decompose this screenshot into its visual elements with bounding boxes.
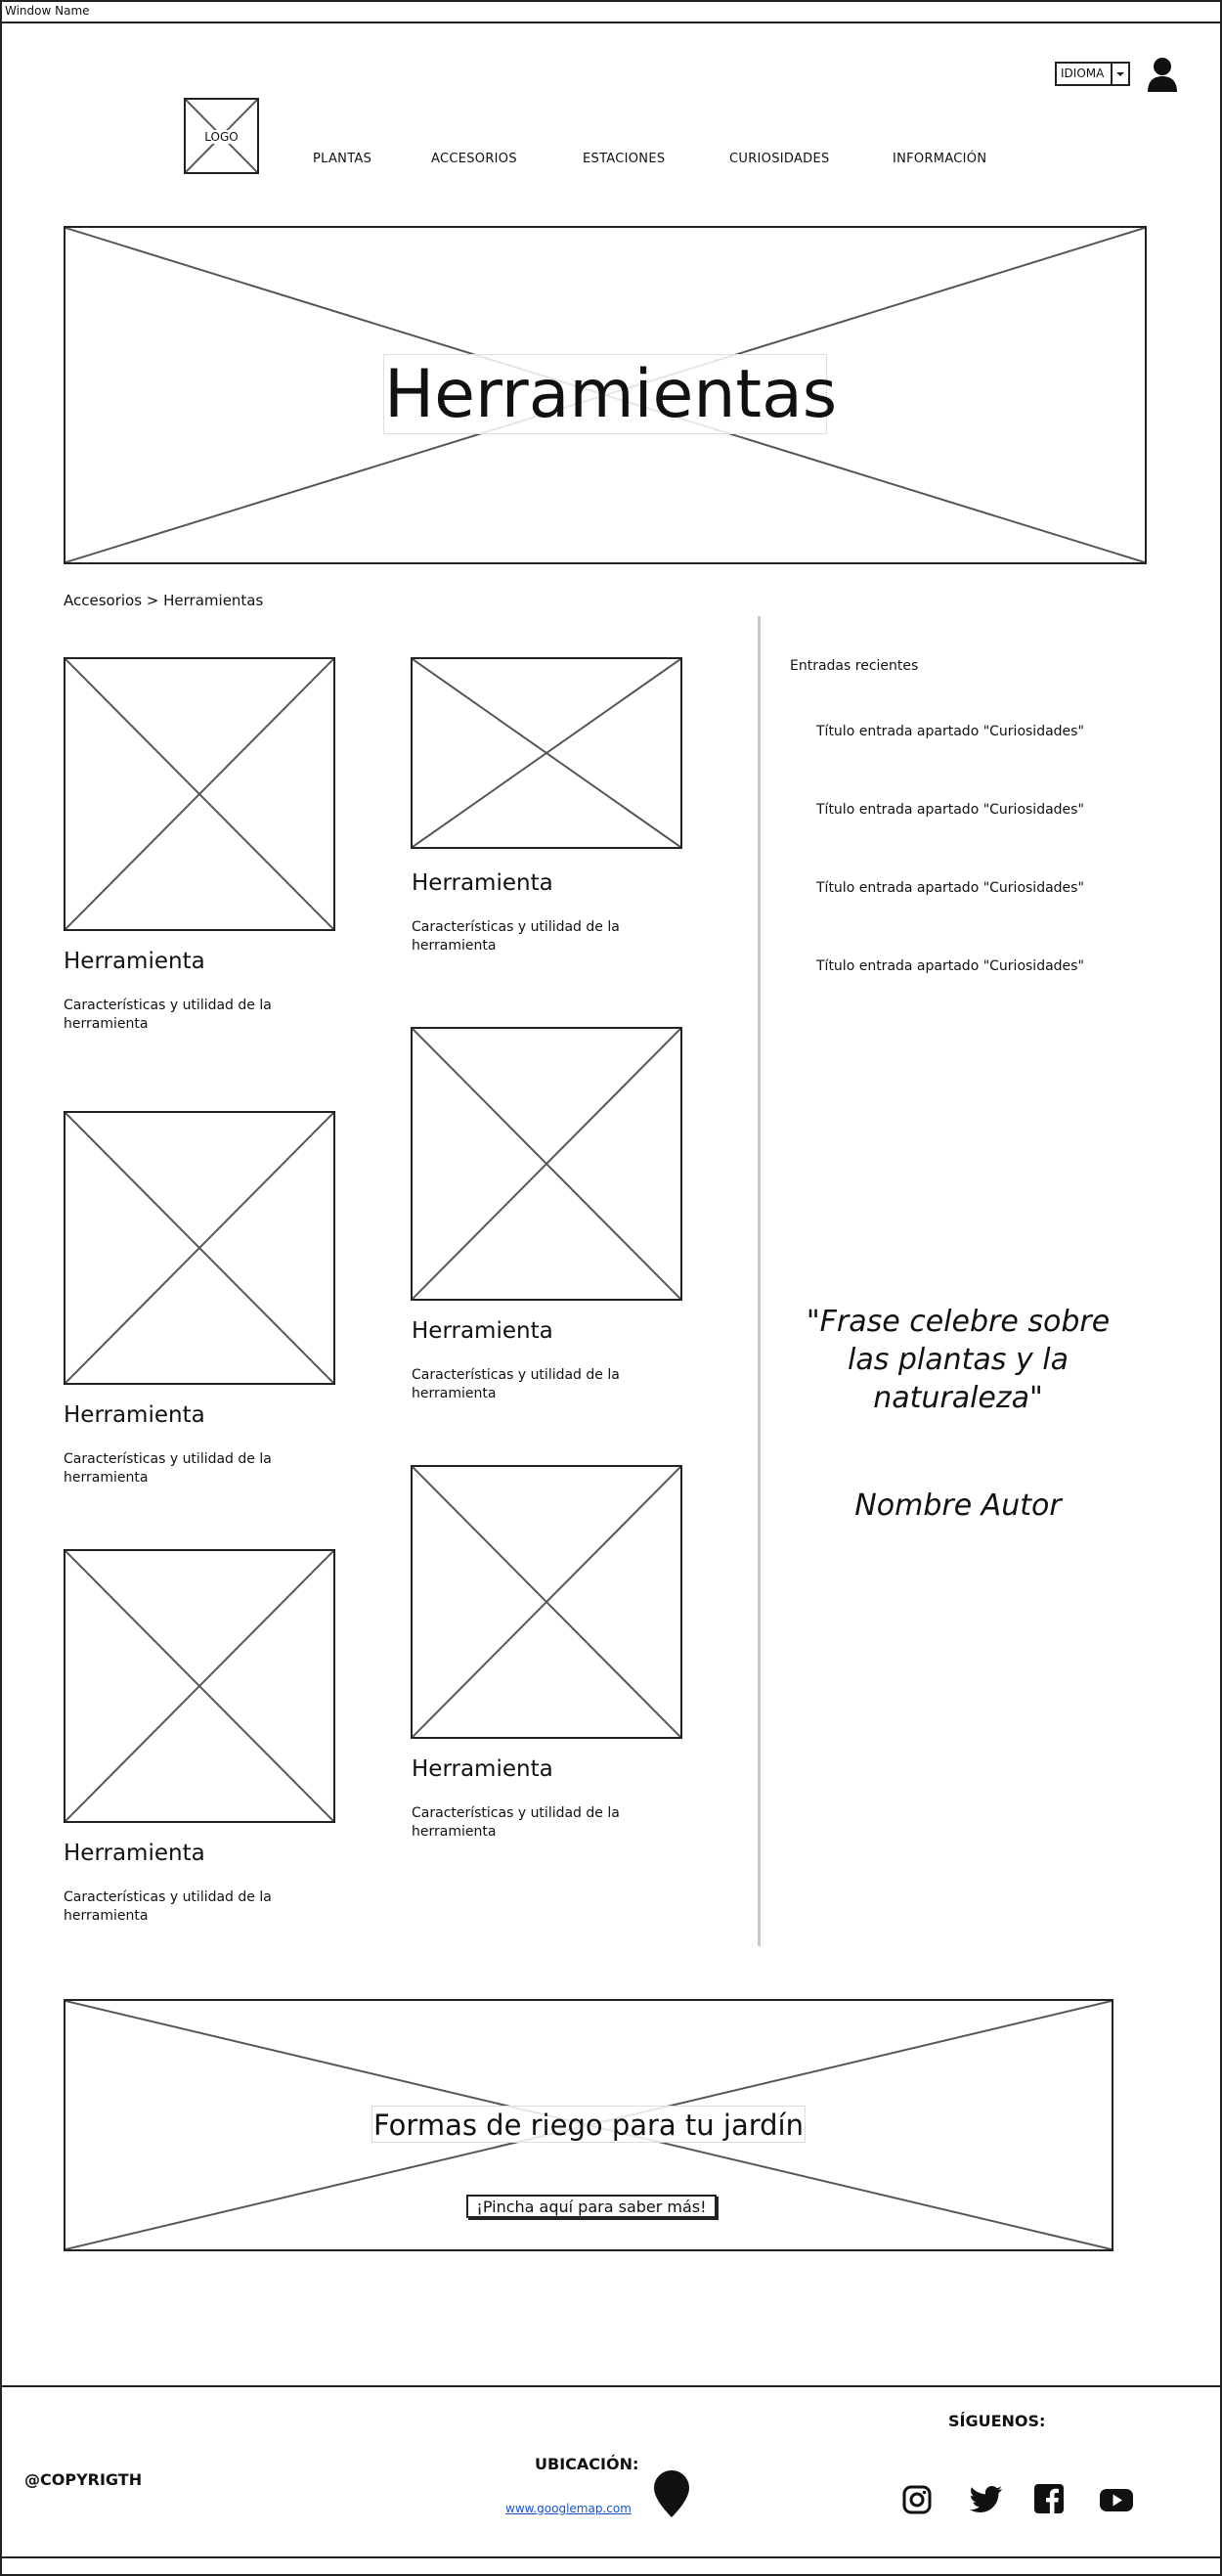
logo[interactable]: LOGO (184, 98, 259, 174)
promo-button[interactable]: ¡Pincha aquí para saber más! (466, 2195, 717, 2218)
twitter-icon[interactable] (970, 2484, 1002, 2515)
card-image[interactable] (64, 1549, 335, 1823)
card-description: Características y utilidad de la herrami… (64, 1451, 272, 1486)
nav-item-curiosidades[interactable]: CURIOSIDADES (729, 152, 830, 166)
recent-post-link[interactable]: Título entrada apartado "Curiosidades" (816, 958, 1084, 974)
quote-author: Nombre Autor (854, 1488, 1062, 1523)
card-image[interactable] (411, 657, 682, 849)
card-title[interactable]: Herramienta (64, 1841, 205, 1866)
footer-divider (0, 2385, 1222, 2387)
user-icon[interactable] (1146, 57, 1179, 92)
card-title[interactable]: Herramienta (64, 1402, 205, 1428)
nav-item-plantas[interactable]: PLANTAS (313, 152, 372, 166)
window-bottom-border (0, 2556, 1222, 2558)
recent-posts-heading: Entradas recientes (790, 658, 919, 674)
card-description: Características y utilidad de la herrami… (412, 1367, 620, 1401)
language-select[interactable]: IDIOMA (1055, 62, 1130, 86)
copyright: @COPYRIGTH (24, 2470, 143, 2489)
card-title[interactable]: Herramienta (412, 1318, 553, 1344)
nav-item-informacion[interactable]: INFORMACIÓN (893, 152, 987, 166)
follow-label: SÍGUENOS: (948, 2412, 1046, 2430)
card-description: Características y utilidad de la herrami… (64, 1889, 272, 1924)
window-title: Window Name (5, 4, 90, 18)
card-title[interactable]: Herramienta (64, 949, 205, 974)
nav-item-estaciones[interactable]: ESTACIONES (583, 152, 666, 166)
hero-title: Herramientas (383, 354, 838, 434)
card-image[interactable] (64, 1111, 335, 1385)
youtube-icon[interactable] (1100, 2484, 1133, 2515)
facebook-icon[interactable] (1034, 2484, 1066, 2515)
map-pin-icon[interactable] (654, 2470, 689, 2517)
card-title[interactable]: Herramienta (412, 1756, 553, 1782)
map-link[interactable]: www.googlemap.com (505, 2502, 632, 2515)
promo-title: Formas de riego para tu jardín (371, 2106, 806, 2143)
card-image[interactable] (64, 657, 335, 931)
breadcrumb[interactable]: Accesorios > Herramientas (64, 592, 264, 609)
card-description: Características y utilidad de la herrami… (64, 998, 272, 1032)
chevron-down-icon (1111, 64, 1128, 84)
card-image[interactable] (411, 1027, 682, 1301)
language-select-label: IDIOMA (1061, 67, 1105, 80)
instagram-icon[interactable] (901, 2484, 933, 2515)
location-label: UBICACIÓN: (535, 2455, 639, 2473)
recent-post-link[interactable]: Título entrada apartado "Curiosidades" (816, 724, 1084, 739)
card-description: Características y utilidad de la herrami… (412, 1805, 620, 1840)
recent-post-link[interactable]: Título entrada apartado "Curiosidades" (816, 802, 1084, 818)
recent-post-link[interactable]: Título entrada apartado "Curiosidades" (816, 880, 1084, 896)
card-description: Características y utilidad de la herrami… (412, 919, 620, 954)
card-image[interactable] (411, 1465, 682, 1739)
window-title-bar: Window Name (0, 0, 1222, 23)
nav-item-accesorios[interactable]: ACCESORIOS (431, 152, 517, 166)
sidebar-divider (758, 616, 761, 1946)
card-title[interactable]: Herramienta (412, 870, 553, 896)
quote-text: "Frase celebre sobre las plantas y la na… (806, 1305, 1111, 1415)
logo-label: LOGO (186, 130, 257, 144)
